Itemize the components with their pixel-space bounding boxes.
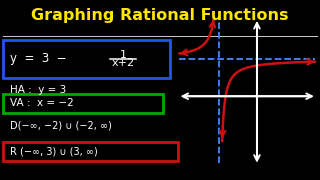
Text: R (−∞, 3) ∪ (3, ∞): R (−∞, 3) ∪ (3, ∞) — [10, 147, 97, 157]
Text: VA :  x = −2: VA : x = −2 — [10, 98, 73, 108]
Text: y  =  3  −: y = 3 − — [10, 52, 66, 65]
Text: HA :  y = 3: HA : y = 3 — [10, 85, 66, 95]
Text: Graphing Rational Functions: Graphing Rational Functions — [31, 8, 289, 23]
Bar — [3, 40, 170, 78]
Bar — [3, 94, 163, 112]
Text: x+2: x+2 — [112, 58, 135, 68]
Bar — [3, 142, 178, 161]
Text: 1: 1 — [120, 50, 127, 60]
Text: D(−∞, −2) ∪ (−2, ∞): D(−∞, −2) ∪ (−2, ∞) — [10, 120, 111, 130]
